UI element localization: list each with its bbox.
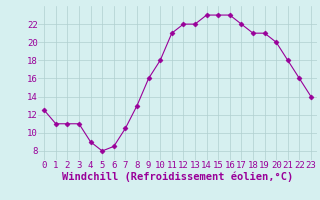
X-axis label: Windchill (Refroidissement éolien,°C): Windchill (Refroidissement éolien,°C) bbox=[62, 171, 293, 182]
